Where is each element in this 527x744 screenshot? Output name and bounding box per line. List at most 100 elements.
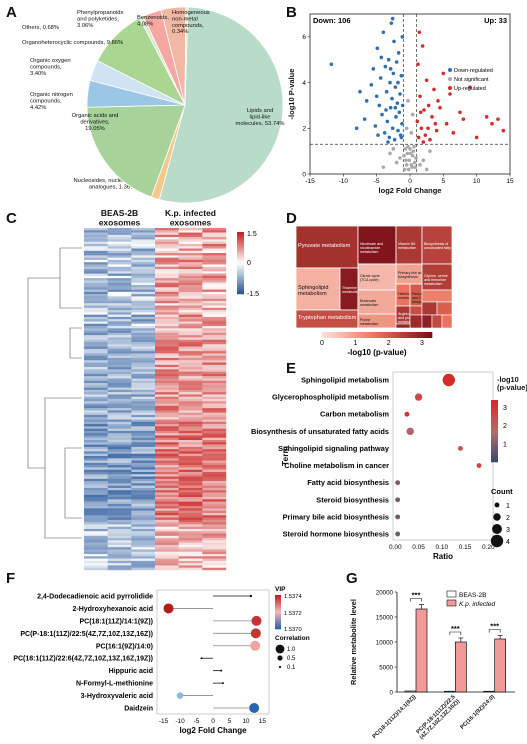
heatmap-cell [84,499,108,502]
heatmap-colorbar-step [237,248,244,251]
heatmap-cell [202,474,227,477]
heatmap-cell [202,497,227,500]
dendrogram-branch [27,277,60,469]
heatmap-cell [155,426,179,429]
heatmap-cell [84,478,108,482]
heatmap-colorbar-step [237,258,244,262]
lollipop-corr-tick: 1.0 [287,647,296,653]
heatmap-cell [155,271,179,274]
heatmap-cell [131,367,156,370]
bubble-colorbar-step [491,441,498,444]
heatmap-cell [155,332,179,336]
heatmap-cell [202,239,227,242]
heatmap-cell [155,449,179,452]
heatmap-cell [84,531,108,534]
heatmap-cell [202,305,227,308]
heatmap-cell [178,513,203,516]
heatmap-cell [178,485,203,489]
heatmap-cell [178,282,203,286]
heatmap-cell [84,535,108,539]
heatmap-cell [202,369,227,372]
treemap-tile [357,225,397,265]
heatmap-cell [155,243,179,247]
heatmap-cell [155,567,179,571]
heatmap-cell [131,250,156,254]
heatmap-cell [131,560,156,564]
heatmap-cell [178,558,203,562]
heatmap-cell [131,524,156,527]
heatmap-cell [107,234,132,238]
heatmap-cell [131,248,156,251]
heatmap-cell [84,282,108,286]
heatmap-cell [107,266,132,270]
heatmap-cell [131,278,156,281]
bar-ytick-label: 0 [390,689,394,696]
bar-sig-label: *** [412,591,421,600]
heatmap-cell [178,369,203,372]
bubble-point [414,393,423,401]
heatmap-cell [131,430,156,434]
heatmap-cell [178,323,203,327]
heatmap-cell [178,339,203,343]
volcano-point-down [399,135,404,140]
heatmap-cell [155,241,179,245]
heatmap-cell [107,563,132,566]
heatmap-cell [178,540,203,543]
heatmap-cell [84,513,108,516]
heatmap-cell [178,241,203,245]
heatmap-cell [131,467,156,470]
heatmap-cell [178,549,203,552]
volcano-point-ns [404,158,408,163]
heatmap-cell [202,526,227,530]
heatmap-cell [178,385,203,388]
heatmap-cell [202,435,227,438]
heatmap-cell [155,378,179,381]
heatmap-cell [107,426,132,429]
heatmap-cell [202,378,227,381]
heatmap-cell [131,378,156,381]
heatmap-cell [202,501,227,505]
heatmap-cell [155,367,179,370]
heatmap-colorbar-tick: 0 [247,260,251,267]
heatmap-cell [155,328,179,331]
heatmap-cell [84,556,108,559]
heatmap-cell [178,344,203,347]
heatmap-cell [131,542,156,546]
heatmap-cell [178,433,203,436]
heatmap-cell [84,253,108,256]
volcano-point-up [430,115,434,119]
heatmap-cell [84,291,108,295]
treemap-colorbar-step [355,332,359,338]
heatmap-cell [155,253,179,256]
volcano-point-ns [411,149,416,153]
heatmap-cell [107,394,132,397]
heatmap-cell [131,396,156,400]
heatmap-cell [155,565,179,568]
treemap-colorbar-step [410,332,414,338]
heatmap-cell [155,305,179,308]
heatmap-cell [84,476,108,479]
volcano-point-down [383,64,388,69]
heatmap-cell [107,228,132,231]
treemap: Pyruvate metabolism Nicotinate and nicotin… [295,225,460,357]
heatmap-cell [84,298,108,302]
heatmap-cell [131,300,156,304]
heatmap-cell [202,524,227,527]
bar-kp-infected [415,608,428,693]
volcano-point-down [381,30,386,35]
heatmap-cell [202,410,227,413]
heatmap-cell [178,271,203,274]
volcano-legend-dot [448,77,452,81]
volcano-point-ns [418,163,422,167]
heatmap-cell [155,389,179,393]
heatmap-cell [202,314,227,318]
bar-ylabel: Relative metabolite level [349,599,358,685]
heatmap-cell [107,535,132,539]
heatmap-cell [131,508,156,511]
heatmap-cell [178,273,203,277]
heatmap-colorbar-step [237,254,244,258]
pie-slice [184,6,189,106]
heatmap-cell [131,399,156,402]
heatmap-cell [107,476,132,479]
heatmap-cell [107,237,132,240]
